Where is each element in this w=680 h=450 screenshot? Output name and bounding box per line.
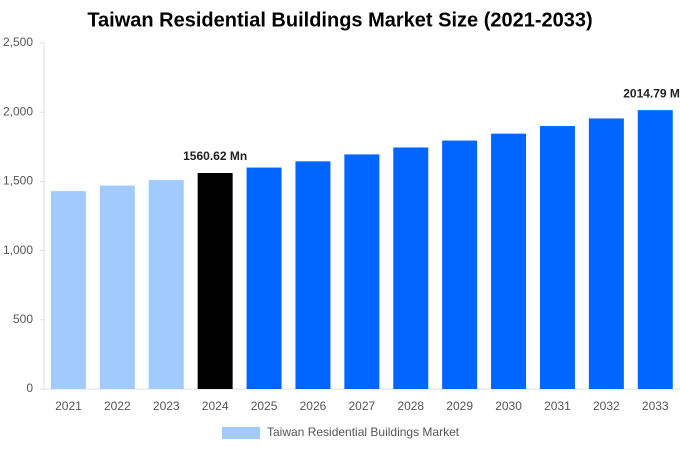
x-tick-label: 2026 <box>300 399 327 413</box>
x-tick-label: 2031 <box>544 399 571 413</box>
x-tick-label: 2021 <box>55 399 82 413</box>
y-tick-label: 1,500 <box>3 174 33 188</box>
x-tick-label: 2025 <box>251 399 278 413</box>
x-tick-label: 2032 <box>593 399 620 413</box>
legend-swatch <box>222 427 260 439</box>
bar <box>246 167 282 389</box>
bar <box>344 154 380 389</box>
bar <box>491 133 527 389</box>
bar <box>637 110 673 389</box>
y-tick-label: 2,500 <box>3 35 33 49</box>
x-tick-label: 2027 <box>348 399 375 413</box>
y-tick-label: 2,000 <box>3 104 33 118</box>
y-tick-label: 500 <box>13 312 33 326</box>
x-tick-label: 2022 <box>104 399 131 413</box>
x-tick-label: 2030 <box>495 399 522 413</box>
value-label: 1560.62 Mn <box>183 149 247 163</box>
x-tick-label: 2033 <box>642 399 669 413</box>
bar <box>295 161 331 389</box>
bar <box>588 118 624 389</box>
y-tick-label: 1,000 <box>3 243 33 257</box>
value-label: 2014.79 Mn <box>623 86 680 100</box>
bar <box>539 126 575 389</box>
y-tick-label: 0 <box>26 381 33 395</box>
bar <box>99 185 135 389</box>
bar <box>393 147 429 389</box>
x-tick-label: 2029 <box>446 399 473 413</box>
chart-title: Taiwan Residential Buildings Market Size… <box>87 9 592 31</box>
x-tick-label: 2023 <box>153 399 180 413</box>
bar <box>197 173 233 389</box>
x-tick-label: 2024 <box>202 399 229 413</box>
bar <box>50 191 86 389</box>
bar <box>148 180 184 389</box>
bar <box>442 140 478 389</box>
legend-label: Taiwan Residential Buildings Market <box>267 425 460 439</box>
x-tick-label: 2028 <box>397 399 424 413</box>
